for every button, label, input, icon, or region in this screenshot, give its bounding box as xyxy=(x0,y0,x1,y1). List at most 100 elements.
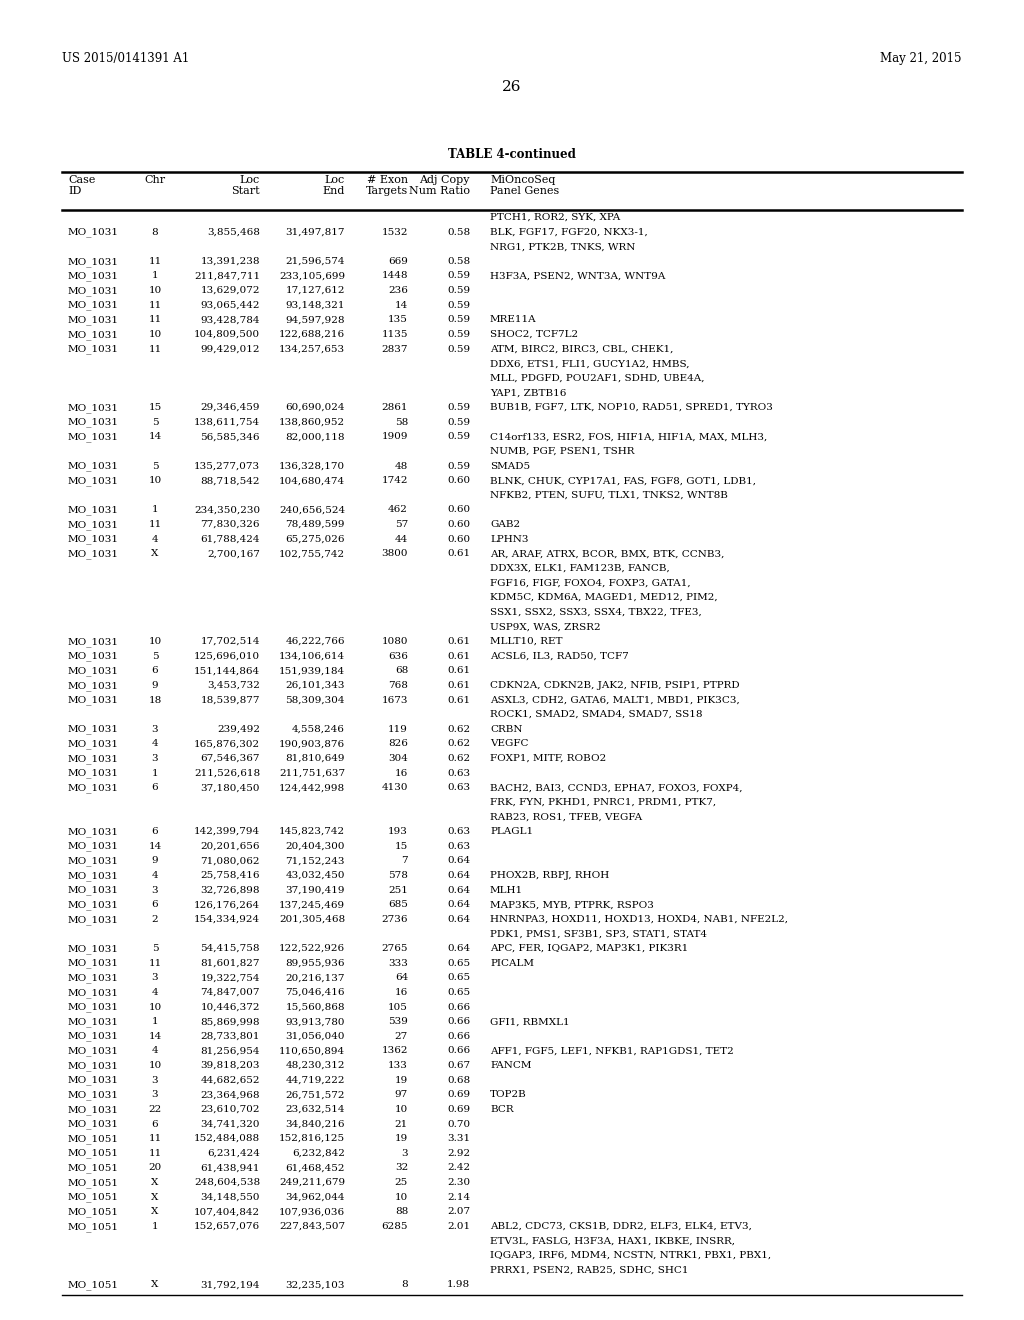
Text: 31,056,040: 31,056,040 xyxy=(286,1032,345,1040)
Text: MO_1031: MO_1031 xyxy=(68,783,119,793)
Text: 58,309,304: 58,309,304 xyxy=(286,696,345,705)
Text: 6: 6 xyxy=(152,828,159,836)
Text: 32,235,103: 32,235,103 xyxy=(286,1280,345,1290)
Text: 0.59: 0.59 xyxy=(446,345,470,354)
Text: MO_1031: MO_1031 xyxy=(68,549,119,558)
Text: MO_1051: MO_1051 xyxy=(68,1148,119,1159)
Text: 23,632,514: 23,632,514 xyxy=(286,1105,345,1114)
Text: 152,484,088: 152,484,088 xyxy=(194,1134,260,1143)
Text: 71,152,243: 71,152,243 xyxy=(286,857,345,866)
Text: 82,000,118: 82,000,118 xyxy=(286,433,345,441)
Text: IQGAP3, IRF6, MDM4, NCSTN, NTRK1, PBX1, PBX1,: IQGAP3, IRF6, MDM4, NCSTN, NTRK1, PBX1, … xyxy=(490,1251,771,1261)
Text: MO_1051: MO_1051 xyxy=(68,1193,119,1203)
Text: 138,860,952: 138,860,952 xyxy=(279,417,345,426)
Text: MO_1031: MO_1031 xyxy=(68,1047,119,1056)
Text: 61,788,424: 61,788,424 xyxy=(201,535,260,544)
Text: 4: 4 xyxy=(152,871,159,880)
Text: FGF16, FIGF, FOXO4, FOXP3, GATA1,: FGF16, FIGF, FOXO4, FOXP3, GATA1, xyxy=(490,578,690,587)
Text: 0.68: 0.68 xyxy=(446,1076,470,1085)
Text: 240,656,524: 240,656,524 xyxy=(279,506,345,515)
Text: 2736: 2736 xyxy=(382,915,408,924)
Text: 81,601,827: 81,601,827 xyxy=(201,958,260,968)
Text: 119: 119 xyxy=(388,725,408,734)
Text: NFKB2, PTEN, SUFU, TLX1, TNKS2, WNT8B: NFKB2, PTEN, SUFU, TLX1, TNKS2, WNT8B xyxy=(490,491,728,500)
Text: 29,346,459: 29,346,459 xyxy=(201,403,260,412)
Text: 0.66: 0.66 xyxy=(446,1003,470,1011)
Text: 2.01: 2.01 xyxy=(446,1222,470,1230)
Text: 94,597,928: 94,597,928 xyxy=(286,315,345,325)
Text: 0.62: 0.62 xyxy=(446,725,470,734)
Text: MO_1031: MO_1031 xyxy=(68,857,119,866)
Text: 15,560,868: 15,560,868 xyxy=(286,1003,345,1011)
Text: 0.59: 0.59 xyxy=(446,301,470,310)
Text: 27: 27 xyxy=(394,1032,408,1040)
Text: 11: 11 xyxy=(148,301,162,310)
Text: 1673: 1673 xyxy=(382,696,408,705)
Text: MO_1031: MO_1031 xyxy=(68,842,119,851)
Text: MO_1031: MO_1031 xyxy=(68,1018,119,1027)
Text: 3: 3 xyxy=(152,973,159,982)
Text: MO_1031: MO_1031 xyxy=(68,315,119,325)
Text: 110,650,894: 110,650,894 xyxy=(279,1047,345,1056)
Text: 0.64: 0.64 xyxy=(446,944,470,953)
Text: 0.67: 0.67 xyxy=(446,1061,470,1071)
Text: 6285: 6285 xyxy=(382,1222,408,1230)
Text: 0.69: 0.69 xyxy=(446,1090,470,1100)
Text: 685: 685 xyxy=(388,900,408,909)
Text: MO_1031: MO_1031 xyxy=(68,886,119,895)
Text: PTCH1, ROR2, SYK, XPA: PTCH1, ROR2, SYK, XPA xyxy=(490,213,621,222)
Text: FOXP1, MITF, ROBO2: FOXP1, MITF, ROBO2 xyxy=(490,754,606,763)
Text: MO_1031: MO_1031 xyxy=(68,944,119,954)
Text: MO_1031: MO_1031 xyxy=(68,638,119,647)
Text: 152,657,076: 152,657,076 xyxy=(194,1222,260,1230)
Text: MO_1031: MO_1031 xyxy=(68,900,119,909)
Text: 0.66: 0.66 xyxy=(446,1018,470,1026)
Text: BUB1B, FGF7, LTK, NOP10, RAD51, SPRED1, TYRO3: BUB1B, FGF7, LTK, NOP10, RAD51, SPRED1, … xyxy=(490,403,773,412)
Text: ID: ID xyxy=(68,186,81,195)
Text: 25: 25 xyxy=(394,1177,408,1187)
Text: AFF1, FGF5, LEF1, NFKB1, RAP1GDS1, TET2: AFF1, FGF5, LEF1, NFKB1, RAP1GDS1, TET2 xyxy=(490,1047,734,1056)
Text: ASXL3, CDH2, GATA6, MALT1, MBD1, PIK3C3,: ASXL3, CDH2, GATA6, MALT1, MBD1, PIK3C3, xyxy=(490,696,739,705)
Text: 14: 14 xyxy=(148,433,162,441)
Text: ATM, BIRC2, BIRC3, CBL, CHEK1,: ATM, BIRC2, BIRC3, CBL, CHEK1, xyxy=(490,345,674,354)
Text: 6: 6 xyxy=(152,1119,159,1129)
Text: 37,180,450: 37,180,450 xyxy=(201,783,260,792)
Text: 0.60: 0.60 xyxy=(446,535,470,544)
Text: 151,939,184: 151,939,184 xyxy=(279,667,345,676)
Text: MO_1031: MO_1031 xyxy=(68,754,119,764)
Text: MO_1031: MO_1031 xyxy=(68,1032,119,1041)
Text: 249,211,679: 249,211,679 xyxy=(279,1177,345,1187)
Text: 20,216,137: 20,216,137 xyxy=(286,973,345,982)
Text: 17,702,514: 17,702,514 xyxy=(201,638,260,645)
Text: 539: 539 xyxy=(388,1018,408,1026)
Text: 17,127,612: 17,127,612 xyxy=(286,286,345,296)
Text: 20: 20 xyxy=(148,1163,162,1172)
Text: 0.59: 0.59 xyxy=(446,286,470,296)
Text: 25,758,416: 25,758,416 xyxy=(201,871,260,880)
Text: X: X xyxy=(152,1177,159,1187)
Text: 0.62: 0.62 xyxy=(446,739,470,748)
Text: 2.30: 2.30 xyxy=(446,1177,470,1187)
Text: MO_1031: MO_1031 xyxy=(68,725,119,734)
Text: 31,497,817: 31,497,817 xyxy=(286,227,345,236)
Text: YAP1, ZBTB16: YAP1, ZBTB16 xyxy=(490,388,566,397)
Text: 34,962,044: 34,962,044 xyxy=(286,1193,345,1201)
Text: 0.64: 0.64 xyxy=(446,871,470,880)
Text: 10: 10 xyxy=(394,1193,408,1201)
Text: 768: 768 xyxy=(388,681,408,690)
Text: PHOX2B, RBPJ, RHOH: PHOX2B, RBPJ, RHOH xyxy=(490,871,609,880)
Text: 3.31: 3.31 xyxy=(446,1134,470,1143)
Text: 93,913,780: 93,913,780 xyxy=(286,1018,345,1026)
Text: 0.59: 0.59 xyxy=(446,403,470,412)
Text: MO_1031: MO_1031 xyxy=(68,330,119,339)
Text: 0.58: 0.58 xyxy=(446,227,470,236)
Text: 16: 16 xyxy=(394,768,408,777)
Text: 5: 5 xyxy=(152,462,159,470)
Text: 99,429,012: 99,429,012 xyxy=(201,345,260,354)
Text: CDKN2A, CDKN2B, JAK2, NFIB, PSIP1, PTPRD: CDKN2A, CDKN2B, JAK2, NFIB, PSIP1, PTPRD xyxy=(490,681,739,690)
Text: 165,876,302: 165,876,302 xyxy=(194,739,260,748)
Text: 0.64: 0.64 xyxy=(446,886,470,895)
Text: MO_1031: MO_1031 xyxy=(68,520,119,529)
Text: 58: 58 xyxy=(394,417,408,426)
Text: RAB23, ROS1, TFEB, VEGFA: RAB23, ROS1, TFEB, VEGFA xyxy=(490,813,642,821)
